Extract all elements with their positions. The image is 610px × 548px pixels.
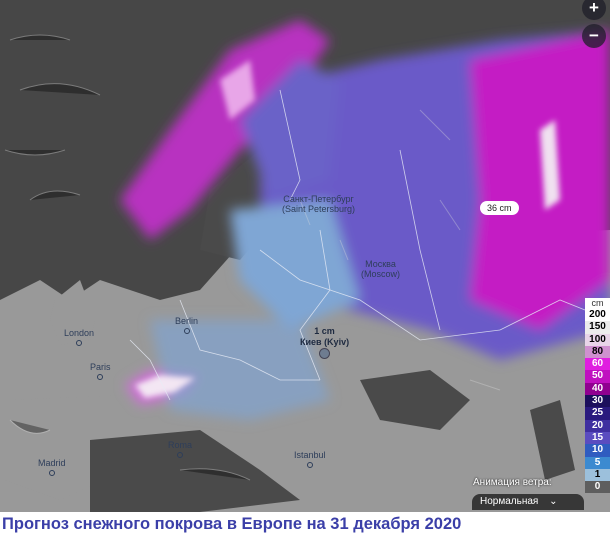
- chevron-down-icon: ⌄: [549, 496, 558, 507]
- sea-black: [360, 370, 470, 430]
- city-paris: Paris: [90, 362, 111, 382]
- legend-item: 10: [585, 444, 610, 457]
- snow-finland: [240, 60, 340, 200]
- city-alt-name: (Saint Petersburg): [282, 204, 356, 214]
- legend-unit: cm: [591, 298, 604, 308]
- snow-urals-peak: [540, 120, 560, 210]
- legend-item: 5: [585, 456, 610, 469]
- city-name: Madrid: [38, 458, 66, 468]
- city-dot: [76, 340, 83, 346]
- kyiv-snow-marker[interactable]: 1 cm Киев (Kyiv): [300, 326, 349, 362]
- page-caption: Прогноз снежного покрова в Европе на 31 …: [2, 515, 462, 533]
- city-roma: Roma: [168, 440, 192, 460]
- snow-value: 1 cm: [314, 326, 335, 336]
- selected-value: Нормальная: [480, 496, 539, 507]
- city-dot: [177, 452, 183, 458]
- map-layers: [0, 20, 610, 512]
- snow-central: [150, 320, 330, 420]
- city-istanbul: Istanbul: [294, 450, 326, 470]
- legend-item: 15: [585, 431, 610, 445]
- wind-streaks: [4, 34, 501, 481]
- city-name: Москва: [365, 259, 396, 269]
- color-legend: cm 200 150 100 80 60 50 40 30 25 20 15 10 5 1 0: [585, 298, 610, 494]
- legend-item: 0: [585, 481, 610, 494]
- city-saint-petersburg: Санкт-Петербург (Saint Petersburg): [282, 194, 355, 214]
- snow-value-bubble: 36 cm: [480, 201, 519, 215]
- city-name: Киев (Kyiv): [300, 337, 350, 347]
- country-borders: [129, 89, 610, 401]
- snow-russia-light: [230, 200, 360, 330]
- legend-item: 80: [585, 345, 610, 359]
- wind-animation-select[interactable]: Нормальная ⌄: [472, 494, 584, 510]
- wind-animation-label: Анимация ветра:: [473, 477, 552, 488]
- legend-item: 20: [585, 419, 610, 432]
- city-dot: [48, 470, 55, 476]
- legend-item: 25: [585, 407, 610, 420]
- city-name: Istanbul: [294, 450, 326, 460]
- city-name: Berlin: [175, 316, 199, 326]
- zoom-out-button[interactable]: −: [582, 24, 606, 48]
- snow-alps-peak: [135, 375, 195, 398]
- location-pin-icon: [319, 348, 331, 359]
- city-name: Санкт-Петербург: [283, 194, 354, 204]
- legend-item: 150: [585, 321, 610, 334]
- city-berlin: Berlin: [175, 316, 198, 336]
- city-dot: [306, 462, 313, 468]
- city-london: London: [64, 328, 94, 348]
- sea-caspian: [530, 400, 575, 480]
- legend-item: 40: [585, 382, 610, 396]
- city-madrid: Madrid: [38, 458, 66, 478]
- snow-cover-map[interactable]: Санкт-Петербург (Saint Petersburg) Москва…: [0, 0, 610, 512]
- city-name: London: [64, 328, 95, 338]
- city-alt-name: (Moscow): [361, 269, 401, 279]
- city-moscow: Москва (Moscow): [361, 259, 400, 279]
- legend-item: 50: [585, 370, 610, 383]
- legend-item: 100: [585, 333, 610, 346]
- snow-norway-peak: [220, 60, 255, 120]
- snow-scandinavia: [120, 20, 330, 240]
- legend-item: 1: [585, 468, 610, 482]
- sea-mediterranean: [90, 430, 300, 512]
- zoom-in-button[interactable]: +: [582, 0, 606, 20]
- land-uk: [50, 280, 95, 345]
- city-name: Paris: [90, 362, 111, 372]
- city-name: Roma: [168, 440, 193, 450]
- city-dot: [97, 374, 104, 380]
- legend-item: 60: [585, 358, 610, 371]
- legend-item: 30: [585, 395, 610, 408]
- city-dot: [183, 328, 190, 334]
- legend-item: 200: [585, 309, 610, 322]
- snow-siberia: [470, 30, 610, 330]
